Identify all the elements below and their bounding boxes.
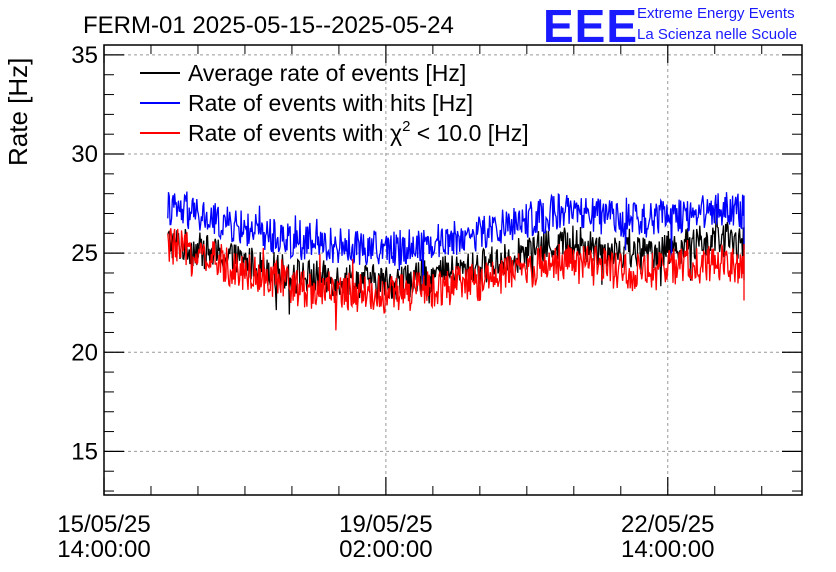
- x-tick-label-time: 14:00:00: [621, 536, 714, 563]
- series-chi2-line: [167, 228, 745, 331]
- y-axis-label: Rate [Hz]: [3, 58, 33, 166]
- legend-label-average: Average rate of events [Hz]: [188, 60, 466, 86]
- legend-label-chi2: Rate of events with χ2 < 10.0 [Hz]: [188, 118, 529, 146]
- y-tick-label: 30: [71, 141, 98, 168]
- legend: Average rate of events [Hz] Rate of even…: [140, 60, 529, 146]
- x-tick-label-date: 15/05/25: [57, 511, 150, 538]
- chart-title: FERM-01 2025-05-15--2025-05-24: [83, 12, 454, 39]
- series-layer: [167, 191, 745, 331]
- plot-frame: [103, 44, 803, 496]
- eee-logo-line2: La Scienza nelle Scuole: [637, 26, 797, 43]
- x-tick-label-time: 14:00:00: [57, 536, 150, 563]
- x-tick-label-date: 19/05/25: [339, 511, 432, 538]
- y-axis: 15 20 25 30 35: [71, 42, 802, 492]
- y-tick-label: 20: [71, 339, 98, 366]
- x-axis: 15/05/2514:00:0019/05/2502:00:0022/05/25…: [57, 45, 763, 563]
- legend-label-hits: Rate of events with hits [Hz]: [188, 90, 473, 116]
- x-tick-label-date: 22/05/25: [621, 511, 714, 538]
- y-tick-label: 35: [71, 42, 98, 69]
- y-tick-label: 15: [71, 438, 98, 465]
- series-hits-line: [167, 191, 745, 288]
- x-tick-label-time: 02:00:00: [339, 536, 432, 563]
- eee-logo-mark: EEE: [543, 0, 638, 52]
- eee-logo: EEE Extreme Energy Events La Scienza nel…: [543, 0, 797, 52]
- y-tick-label: 25: [71, 240, 98, 267]
- grid-lines: [103, 45, 802, 495]
- eee-logo-line1: Extreme Energy Events: [637, 5, 795, 22]
